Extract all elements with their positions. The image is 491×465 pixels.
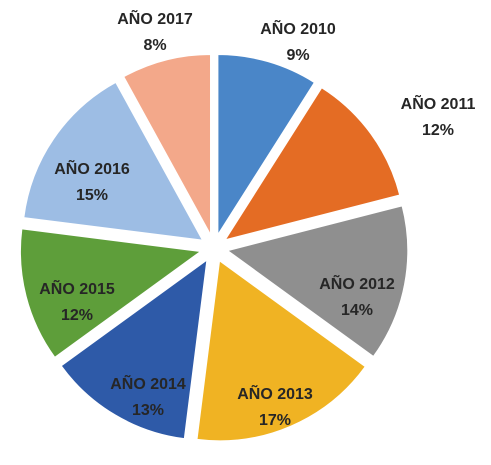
- slice-label: AÑO 2010: [260, 18, 336, 38]
- slice-label: AÑO 2012: [319, 273, 395, 293]
- slice-value: 9%: [286, 47, 309, 64]
- slice-value: 15%: [76, 187, 108, 204]
- pie-slice: [224, 87, 401, 241]
- pie-slice: [60, 258, 208, 440]
- pie-slice: [123, 53, 212, 235]
- slice-value: 13%: [132, 402, 164, 419]
- slice-label: AÑO 2015: [39, 278, 115, 298]
- slice-value: 12%: [422, 122, 454, 139]
- slice-label: AÑO 2013: [237, 383, 313, 403]
- pie-slice: [196, 259, 366, 442]
- pie-slice: [217, 54, 316, 237]
- pie-slice: [226, 205, 409, 358]
- slice-label: AÑO 2016: [54, 158, 130, 178]
- slice-label: AÑO 2014: [110, 373, 186, 393]
- slice-value: 12%: [61, 307, 93, 324]
- pie-slice: [23, 81, 204, 241]
- slice-value: 14%: [341, 302, 373, 319]
- slice-value: 17%: [259, 412, 291, 429]
- slice-label: AÑO 2011: [401, 93, 476, 113]
- pie-slice: [19, 228, 202, 358]
- slice-label: AÑO 2017: [117, 8, 193, 28]
- slice-value: 8%: [143, 37, 166, 54]
